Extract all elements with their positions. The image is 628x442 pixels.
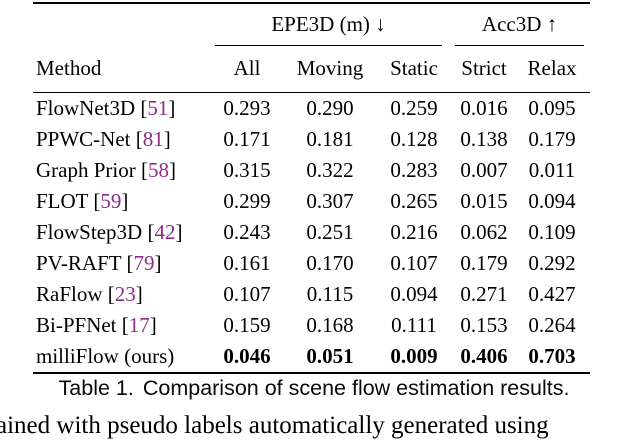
value-cell: 0.153 bbox=[460, 312, 508, 337]
value-cell: 0.094 bbox=[528, 188, 576, 213]
value-cell: 0.283 bbox=[390, 157, 438, 182]
column-header-moving: Moving bbox=[286, 46, 374, 93]
value-cell: 0.107 bbox=[390, 250, 438, 275]
value-cell: 0.251 bbox=[306, 219, 354, 244]
value-cell: 0.243 bbox=[223, 219, 271, 244]
results-table: EPE3D (m) ↓ Acc3D ↑ Method All Moving St… bbox=[33, 2, 591, 374]
column-header-method: Method bbox=[33, 46, 208, 93]
value-cell: 0.703 bbox=[514, 340, 591, 374]
value-cell: 0.292 bbox=[528, 250, 576, 275]
column-header-relax: Relax bbox=[514, 46, 591, 93]
body-text-fragment: ained with pseudo labels automatically g… bbox=[0, 412, 549, 439]
value-cell: 0.007 bbox=[460, 157, 508, 182]
value-cell: 0.216 bbox=[390, 219, 438, 244]
value-cell: 0.259 bbox=[390, 95, 438, 120]
value-cell: 0.111 bbox=[391, 312, 437, 337]
value-cell: 0.307 bbox=[306, 188, 354, 213]
value-cell: 0.315 bbox=[223, 157, 271, 182]
value-cell: 0.406 bbox=[454, 340, 515, 374]
table-row: FlowStep3D [42] 0.243 0.251 0.216 0.062 0.109 bbox=[33, 217, 590, 248]
value-cell: 0.299 bbox=[223, 188, 271, 213]
citation-ref[interactable]: 81 bbox=[142, 126, 164, 151]
value-cell: 0.011 bbox=[528, 157, 576, 182]
citation-ref[interactable]: 59 bbox=[100, 188, 122, 213]
value-cell: 0.107 bbox=[223, 281, 271, 306]
group-header-acc3d: Acc3D ↑ bbox=[454, 3, 590, 46]
value-cell: 0.138 bbox=[460, 126, 508, 151]
value-cell: 0.159 bbox=[223, 312, 271, 337]
value-cell: 0.109 bbox=[528, 219, 576, 244]
table-caption-label: Table 1. bbox=[58, 376, 134, 400]
method-cell: Bi-PFNet [17] bbox=[36, 312, 157, 337]
table-row: FlowNet3D [51] 0.293 0.290 0.259 0.016 0.095 bbox=[33, 92, 590, 124]
citation-ref[interactable]: 42 bbox=[154, 219, 176, 244]
value-cell: 0.051 bbox=[286, 340, 374, 374]
method-cell: milliFlow (ours) bbox=[33, 340, 208, 374]
group-header-epe3d-label: EPE3D (m) ↓ bbox=[271, 12, 386, 36]
method-cell: RaFlow [23] bbox=[36, 281, 143, 306]
table-row: Graph Prior [58] 0.315 0.322 0.283 0.007 0.01… bbox=[33, 155, 590, 186]
table-row: milliFlow (ours) 0.046 0.051 0.009 0.406 0.70… bbox=[33, 340, 591, 374]
value-cell: 0.128 bbox=[390, 126, 438, 151]
value-cell: 0.046 bbox=[208, 340, 286, 374]
value-cell: 0.290 bbox=[306, 95, 354, 120]
column-header-static: Static bbox=[374, 46, 455, 93]
table-caption: Table 1. Comparison of scene flow estimat… bbox=[0, 376, 628, 401]
group-header-acc3d-label: Acc3D ↑ bbox=[481, 12, 558, 36]
value-cell: 0.179 bbox=[460, 250, 508, 275]
column-header-all: All bbox=[208, 46, 286, 93]
column-header-row: Method All Moving Static Strict Relax bbox=[33, 46, 591, 93]
value-cell: 0.265 bbox=[390, 188, 438, 213]
method-cell: Graph Prior [58] bbox=[36, 157, 176, 182]
column-header-strict: Strict bbox=[454, 46, 515, 93]
value-cell: 0.009 bbox=[374, 340, 455, 374]
value-cell: 0.168 bbox=[306, 312, 354, 337]
value-cell: 0.171 bbox=[223, 126, 271, 151]
value-cell: 0.015 bbox=[460, 188, 508, 213]
value-cell: 0.179 bbox=[528, 126, 576, 151]
value-cell: 0.264 bbox=[528, 312, 576, 337]
value-cell: 0.094 bbox=[390, 281, 438, 306]
table-row: FLOT [59] 0.299 0.307 0.265 0.015 0.094 bbox=[33, 186, 590, 217]
citation-ref[interactable]: 51 bbox=[147, 95, 169, 120]
citation-ref[interactable]: 17 bbox=[128, 312, 150, 337]
table-row: RaFlow [23] 0.107 0.115 0.094 0.271 0.427 bbox=[33, 279, 590, 310]
value-cell: 0.095 bbox=[528, 95, 576, 120]
method-cell: PV-RAFT [79] bbox=[36, 250, 162, 275]
value-cell: 0.161 bbox=[223, 250, 271, 275]
method-cell: FlowNet3D [51] bbox=[36, 95, 176, 120]
method-cell: FLOT [59] bbox=[36, 188, 129, 213]
method-cell: PPWC-Net [81] bbox=[36, 126, 171, 151]
citation-ref[interactable]: 58 bbox=[147, 157, 169, 182]
value-cell: 0.293 bbox=[223, 95, 271, 120]
table-row: PPWC-Net [81] 0.171 0.181 0.128 0.138 0.179 bbox=[33, 124, 590, 155]
value-cell: 0.016 bbox=[460, 95, 508, 120]
value-cell: 0.271 bbox=[460, 281, 508, 306]
citation-ref[interactable]: 79 bbox=[133, 250, 155, 275]
value-cell: 0.170 bbox=[306, 250, 354, 275]
corner-spacer bbox=[33, 3, 208, 46]
group-header-row: EPE3D (m) ↓ Acc3D ↑ bbox=[33, 3, 590, 46]
value-cell: 0.181 bbox=[306, 126, 354, 151]
value-cell: 0.115 bbox=[306, 281, 354, 306]
group-header-epe3d: EPE3D (m) ↓ bbox=[208, 3, 454, 46]
value-cell: 0.322 bbox=[306, 157, 354, 182]
table-row: PV-RAFT [79] 0.161 0.170 0.107 0.179 0.292 bbox=[33, 248, 590, 279]
value-cell: 0.062 bbox=[460, 219, 508, 244]
value-cell: 0.427 bbox=[528, 281, 576, 306]
table-caption-text: Comparison of scene flow estimation resu… bbox=[142, 376, 570, 400]
method-cell: FlowStep3D [42] bbox=[36, 219, 183, 244]
table-row: Bi-PFNet [17] 0.159 0.168 0.111 0.153 0.264 bbox=[33, 310, 590, 341]
citation-ref[interactable]: 23 bbox=[114, 281, 136, 306]
